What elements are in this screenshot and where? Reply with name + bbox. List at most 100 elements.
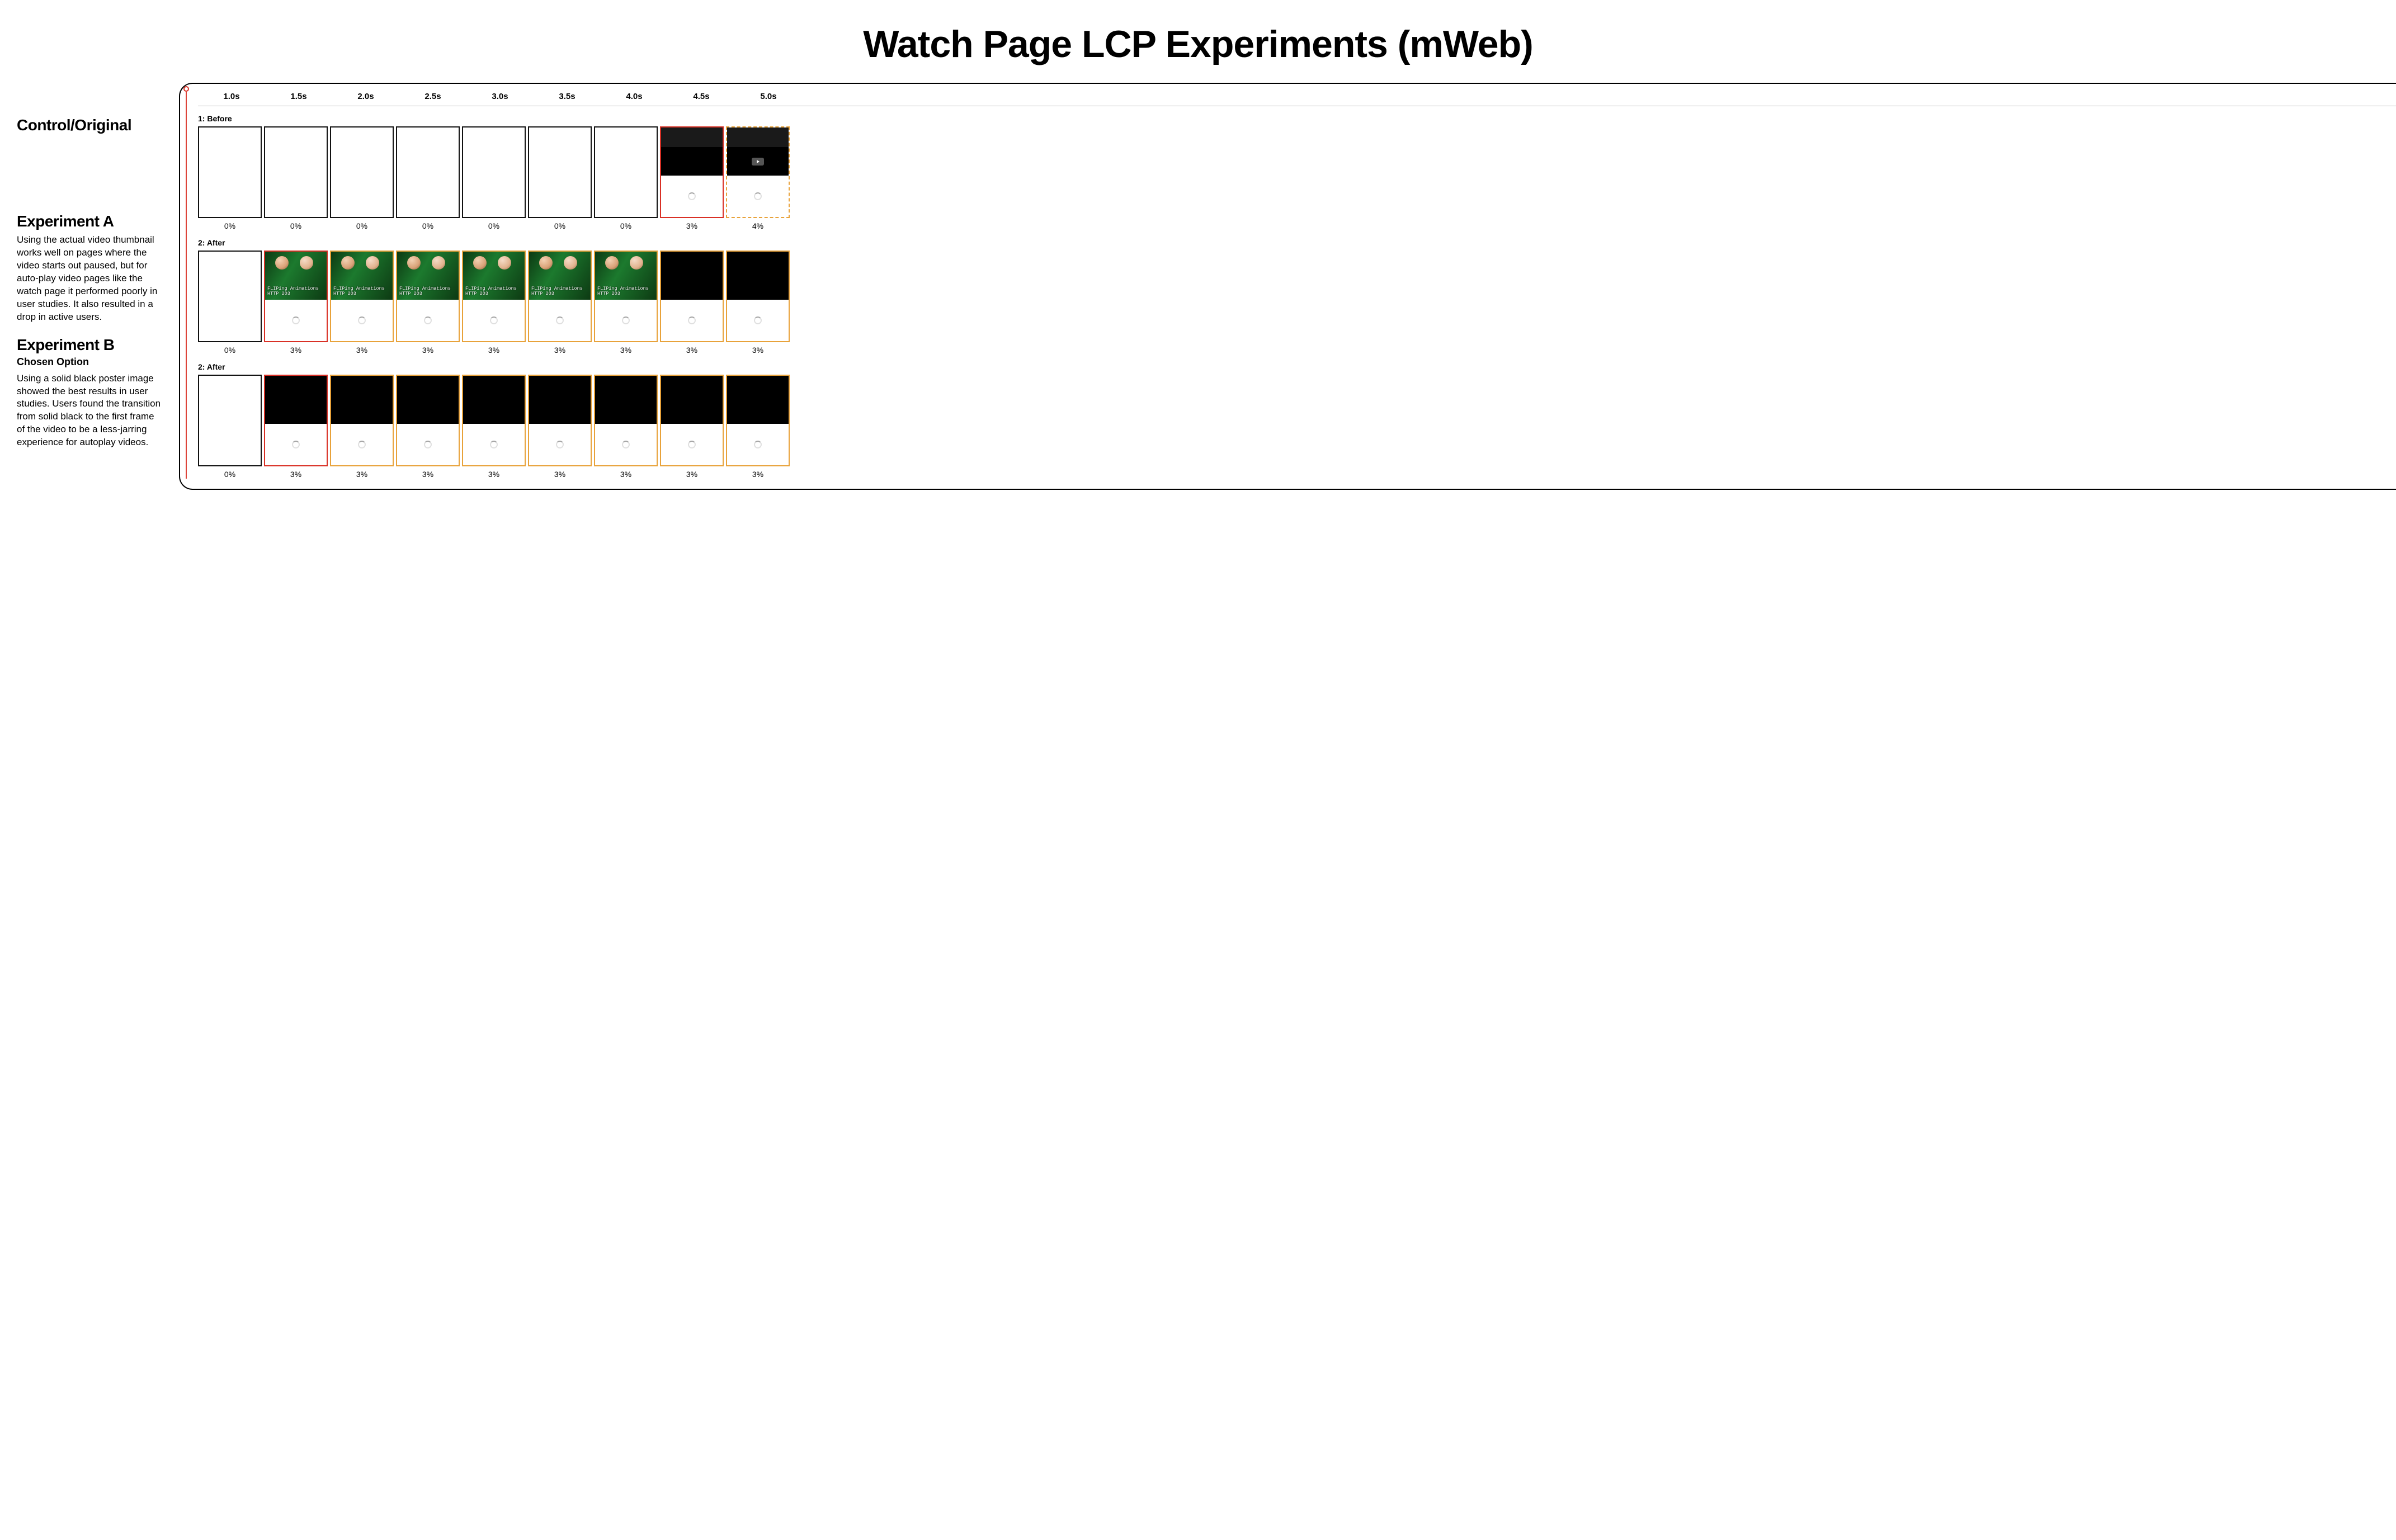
filmstrip-frame — [198, 126, 262, 218]
time-tick: 3.5s — [534, 92, 601, 101]
filmstrip-frame — [396, 126, 460, 218]
percent-label: 0% — [198, 470, 262, 479]
filmstrip-frame — [528, 126, 592, 218]
filmstrip-frame: FLIPing Animations HTTP 203 — [330, 251, 394, 342]
time-tick: 3.0s — [466, 92, 534, 101]
time-tick: 2.0s — [332, 92, 399, 101]
thumbnail-caption: FLIPing Animations HTTP 203 — [531, 286, 583, 297]
filmstrip-row — [198, 126, 2396, 218]
filmstrip-frame: FLIPing Animations HTTP 203 — [528, 251, 592, 342]
experiment-b-heading: Experiment B — [17, 336, 162, 354]
percent-label: 3% — [396, 346, 460, 355]
thumbnail-caption: FLIPing Animations HTTP 203 — [333, 286, 385, 297]
loading-spinner-icon — [754, 441, 762, 448]
percent-label: 0% — [330, 221, 394, 230]
percent-label: 3% — [660, 221, 724, 230]
percent-label: 0% — [264, 221, 328, 230]
time-tick: 2.5s — [399, 92, 466, 101]
filmstrip-frame — [462, 126, 526, 218]
loading-spinner-icon — [622, 441, 630, 448]
percent-label: 3% — [594, 346, 658, 355]
percent-label: 3% — [660, 346, 724, 355]
left-column: Control/Original Experiment A Using the … — [17, 83, 162, 461]
experiment-b-block: Experiment B Chosen Option Using a solid… — [17, 336, 162, 450]
filmstrip-frame — [726, 126, 790, 218]
filmstrip-frame — [462, 375, 526, 466]
percent-label: 3% — [330, 470, 394, 479]
time-axis: 1.0s1.5s2.0s2.5s3.0s3.5s4.0s4.5s5.0s — [198, 88, 2396, 106]
thumbnail-caption: FLIPing Animations HTTP 203 — [267, 286, 319, 297]
filmstrip-frame — [330, 126, 394, 218]
playhead-marker — [183, 86, 189, 92]
percent-label: 0% — [198, 346, 262, 355]
time-tick: 1.0s — [198, 92, 265, 101]
filmstrip-frame: FLIPing Animations HTTP 203 — [396, 251, 460, 342]
play-icon — [752, 158, 764, 166]
percent-label: 4% — [726, 221, 790, 230]
filmstrip-frame — [528, 375, 592, 466]
filmstrip-frame — [396, 375, 460, 466]
filmstrip-row — [198, 375, 2396, 466]
experiment-a-body: Using the actual video thumbnail works w… — [17, 234, 162, 324]
time-tick: 4.5s — [668, 92, 735, 101]
control-block: Control/Original — [17, 116, 162, 134]
time-tick: 5.0s — [735, 92, 802, 101]
percent-label: 3% — [264, 470, 328, 479]
loading-spinner-icon — [490, 441, 498, 448]
filmstrip-frame — [660, 251, 724, 342]
experiment-a-block: Experiment A Using the actual video thum… — [17, 212, 162, 324]
percent-label: 3% — [264, 346, 328, 355]
experiment-b-body: Using a solid black poster image showed … — [17, 372, 162, 450]
loading-spinner-icon — [556, 316, 564, 324]
page-title: Watch Page LCP Experiments (mWeb) — [0, 22, 2396, 66]
loading-spinner-icon — [754, 316, 762, 324]
filmstrip-frame: FLIPing Animations HTTP 203 — [594, 251, 658, 342]
percent-label: 0% — [528, 221, 592, 230]
percent-label: 0% — [396, 221, 460, 230]
loading-spinner-icon — [292, 441, 300, 448]
percent-label: 3% — [462, 346, 526, 355]
percent-label: 3% — [594, 470, 658, 479]
filmstrip-frame: FLIPing Animations HTTP 203 — [462, 251, 526, 342]
loading-spinner-icon — [688, 192, 696, 200]
row-label: 1: Before — [198, 114, 2396, 123]
loading-spinner-icon — [688, 316, 696, 324]
loading-spinner-icon — [424, 316, 432, 324]
loading-spinner-icon — [358, 316, 366, 324]
time-tick: 4.0s — [601, 92, 668, 101]
loading-spinner-icon — [358, 441, 366, 448]
filmstrip-frame — [198, 251, 262, 342]
percent-label: 0% — [198, 221, 262, 230]
loading-spinner-icon — [688, 441, 696, 448]
main-layout: Control/Original Experiment A Using the … — [0, 83, 2396, 490]
filmstrip-frame — [198, 375, 262, 466]
loading-spinner-icon — [490, 316, 498, 324]
percent-label: 3% — [660, 470, 724, 479]
playhead-line — [186, 92, 187, 479]
thumbnail-caption: FLIPing Animations HTTP 203 — [399, 286, 451, 297]
loading-spinner-icon — [754, 192, 762, 200]
percent-label: 3% — [528, 470, 592, 479]
filmstrip-frame — [660, 375, 724, 466]
time-tick: 1.5s — [265, 92, 332, 101]
percent-row: 0%3%3%3%3%3%3%3%3% — [198, 346, 2396, 355]
thumbnail-caption: FLIPing Animations HTTP 203 — [597, 286, 649, 297]
filmstrip-frame — [660, 126, 724, 218]
percent-label: 3% — [528, 346, 592, 355]
loading-spinner-icon — [556, 441, 564, 448]
filmstrip-frame: FLIPing Animations HTTP 203 — [264, 251, 328, 342]
percent-row: 0%3%3%3%3%3%3%3%3% — [198, 470, 2396, 479]
percent-label: 3% — [726, 346, 790, 355]
filmstrip-frame — [594, 126, 658, 218]
percent-label: 3% — [330, 346, 394, 355]
loading-spinner-icon — [292, 316, 300, 324]
rows-host: 1: Before0%0%0%0%0%0%0%3%4%2: AfterFLIPi… — [191, 114, 2396, 479]
percent-label: 3% — [726, 470, 790, 479]
percent-row: 0%0%0%0%0%0%0%3%4% — [198, 221, 2396, 230]
control-heading: Control/Original — [17, 116, 162, 134]
thumbnail-caption: FLIPing Animations HTTP 203 — [465, 286, 517, 297]
percent-label: 0% — [462, 221, 526, 230]
filmstrip-frame — [594, 375, 658, 466]
filmstrip-frame — [726, 375, 790, 466]
percent-label: 3% — [396, 470, 460, 479]
